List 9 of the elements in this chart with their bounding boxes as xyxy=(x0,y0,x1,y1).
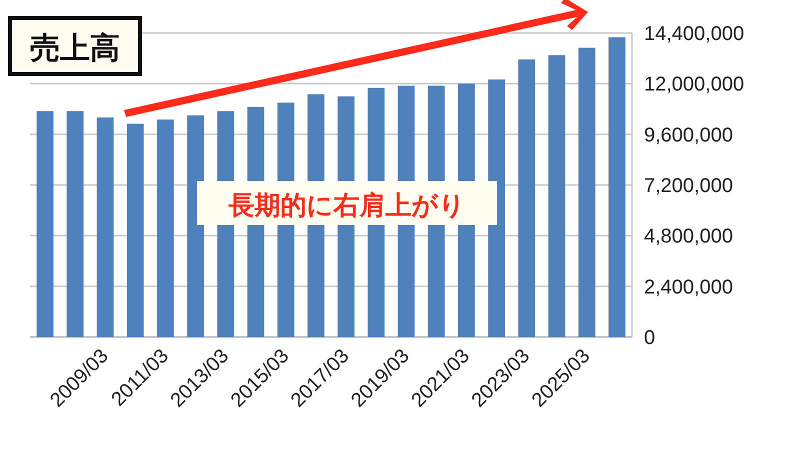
y-tick-label: 12,000,000 xyxy=(644,74,744,96)
y-tick-label: 7,200,000 xyxy=(644,175,733,197)
y-tick-label: 4,800,000 xyxy=(644,226,733,248)
chart-title: 売上高 xyxy=(30,31,120,65)
y-tick-label: 2,400,000 xyxy=(644,276,733,298)
y-tick-label: 9,600,000 xyxy=(644,124,733,146)
y-tick-label: 14,400,000 xyxy=(644,23,744,45)
annotation: 長期的に右肩上がり xyxy=(228,190,466,220)
y-tick-label: 0 xyxy=(644,327,656,349)
